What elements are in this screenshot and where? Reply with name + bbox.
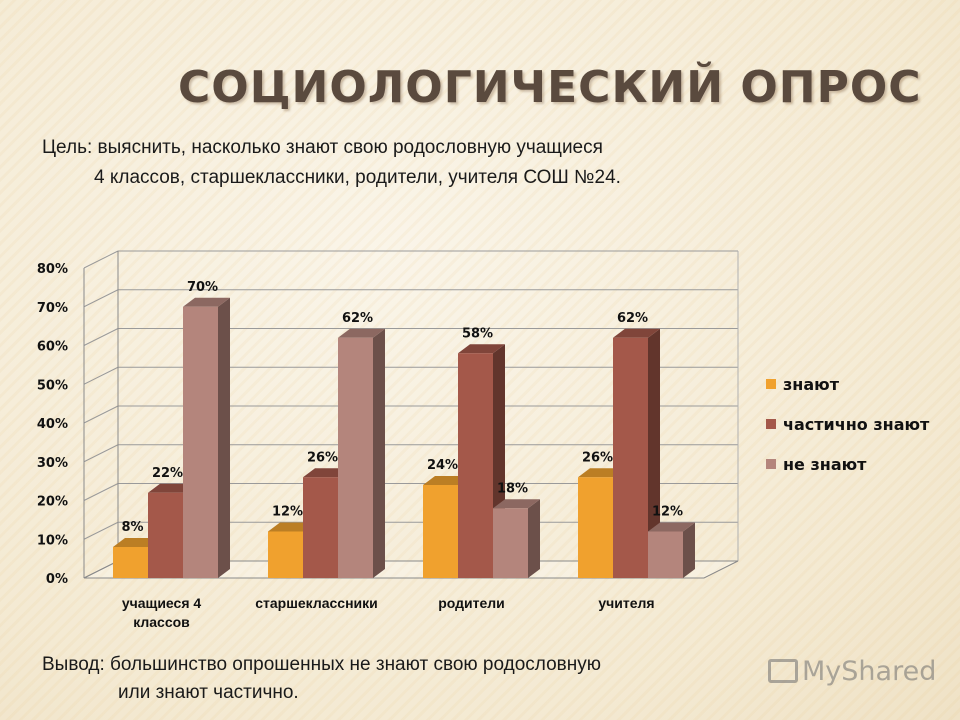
bar-3-0 — [578, 477, 613, 578]
bar-side — [648, 328, 660, 578]
legend-swatch — [766, 379, 776, 389]
gridline-side — [83, 483, 119, 501]
bar-2-2 — [493, 508, 528, 578]
data-label: 26% — [582, 450, 613, 465]
bar-0-2 — [183, 306, 218, 578]
data-label: 12% — [272, 505, 303, 520]
data-label: 70% — [187, 280, 218, 295]
bar-top — [183, 297, 230, 307]
x-tick-label: классов — [133, 614, 190, 630]
bar-1-1 — [303, 477, 338, 578]
legend-swatch — [766, 419, 776, 429]
y-tick-label: 40% — [37, 417, 68, 432]
gridline-side — [83, 250, 119, 269]
bar-1-0 — [268, 531, 303, 578]
bar-top — [458, 344, 505, 354]
data-label: 26% — [307, 450, 338, 465]
bar-side — [683, 522, 695, 578]
legend-item-label: не знают — [783, 455, 867, 474]
data-label: 58% — [462, 326, 493, 341]
data-label: 8% — [121, 520, 143, 535]
data-label: 62% — [617, 311, 648, 326]
bar-3-2 — [648, 531, 683, 578]
bar-2-0 — [423, 485, 458, 578]
bar-3-1 — [613, 337, 648, 578]
data-label: 24% — [427, 458, 458, 473]
bar-top — [493, 499, 540, 509]
x-tick-label: родители — [438, 595, 505, 611]
data-label: 62% — [342, 311, 373, 326]
goal-text: Цель: выяснить, насколько знают свою род… — [42, 133, 762, 193]
bar-side — [528, 499, 540, 578]
gridline-side — [83, 328, 119, 346]
bar-0-0 — [113, 547, 148, 578]
bar-side — [373, 328, 385, 578]
slide-title: СОЦИОЛОГИЧЕСКИЙ ОПРОС — [178, 62, 922, 113]
x-tick-label: учащиеся 4 — [122, 595, 202, 611]
watermark-logo: MyShared — [768, 656, 936, 687]
conclusion-text: Вывод: большинство опрошенных не знают с… — [42, 651, 762, 707]
bar-top — [613, 328, 660, 338]
y-tick-label: 70% — [37, 301, 68, 316]
y-tick-label: 80% — [37, 262, 68, 277]
x-tick-label: учителя — [598, 595, 654, 611]
y-tick-label: 30% — [37, 456, 68, 471]
watermark-text: MyShared — [802, 656, 937, 687]
legend-item-label: знают — [783, 375, 840, 394]
y-tick-label: 0% — [46, 572, 68, 587]
data-label: 12% — [652, 505, 683, 520]
conclusion-line-2: или знают частично. — [118, 682, 299, 703]
gridline-side — [83, 444, 119, 463]
gridline-side — [83, 366, 119, 385]
data-label: 18% — [497, 481, 528, 496]
goal-line-1: Цель: выяснить, насколько знают свою род… — [42, 137, 603, 158]
bar-2-1 — [458, 353, 493, 578]
y-tick-label: 10% — [37, 533, 68, 548]
bar-0-1 — [148, 492, 183, 578]
gridline-side — [83, 289, 119, 308]
y-tick-label: 50% — [37, 378, 68, 393]
gridline-side — [83, 405, 119, 424]
goal-line-2: 4 классов, старшеклассники, родители, уч… — [94, 167, 621, 188]
bar-side — [218, 297, 230, 578]
data-label: 22% — [152, 466, 183, 481]
y-tick-label: 20% — [37, 495, 68, 510]
y-tick-label: 60% — [37, 340, 68, 355]
legend-item-label: частично знают — [783, 415, 930, 434]
gridline-side — [83, 521, 119, 540]
presentation-icon — [768, 659, 798, 683]
bar-1-2 — [338, 337, 373, 578]
bar-top — [338, 328, 385, 338]
bar-top — [648, 522, 695, 532]
conclusion-line-1: Вывод: большинство опрошенных не знают с… — [42, 654, 601, 675]
legend-swatch — [766, 459, 776, 469]
x-tick-label: старшеклассники — [255, 595, 378, 611]
